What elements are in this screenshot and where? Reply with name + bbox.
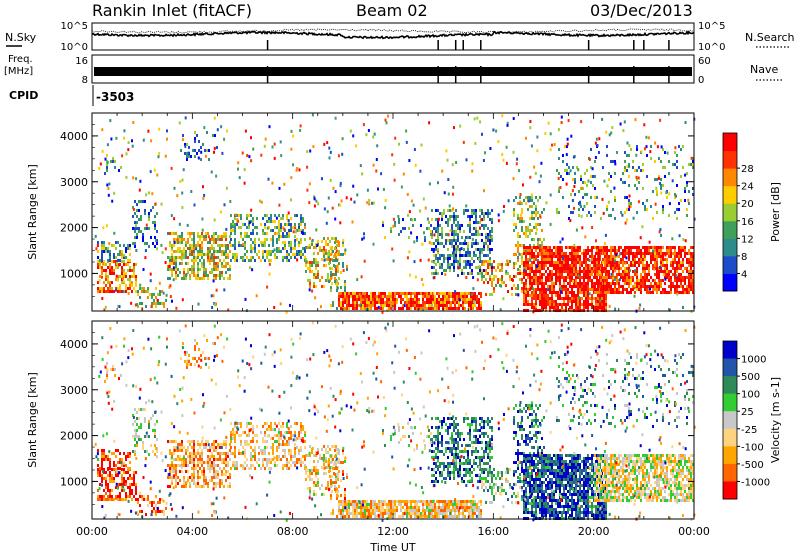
power-panel-colorbar-seg-4 bbox=[723, 203, 737, 222]
nsearch-label: N.Search bbox=[745, 31, 795, 44]
velocity-panel-colorbar-seg-0 bbox=[723, 341, 737, 360]
velocity-panel-colorbar-label: Velocity [m s-1] bbox=[769, 377, 782, 463]
velocity-panel-colorbar-seg-3 bbox=[723, 393, 737, 412]
velocity-panel-colorbar-tick-6: -500 bbox=[741, 460, 764, 471]
cpid-label: CPID bbox=[9, 89, 39, 102]
power-panel-colorbar-seg-8 bbox=[723, 133, 737, 152]
noise-left-tick-hi: 10^5 bbox=[61, 21, 88, 32]
x-axis-label: Time UT bbox=[369, 541, 415, 554]
cpid-value: -3503 bbox=[96, 90, 135, 104]
mhz-label: [MHz] bbox=[4, 66, 34, 77]
velocity-panel-cells bbox=[94, 321, 696, 522]
velocity-panel-colorbar-tick-5: -100 bbox=[741, 442, 764, 453]
power-panel-ytick-label-0: 1000 bbox=[60, 267, 88, 280]
power-panel-colorbar-tick-6: 28 bbox=[741, 164, 754, 175]
power-panel-colorbar-label: Power [dB] bbox=[769, 182, 782, 242]
noise-panel-frame bbox=[91, 22, 695, 51]
x-tick-label-1: 04:00 bbox=[176, 525, 208, 538]
x-tick-label-4: 16:00 bbox=[477, 525, 509, 538]
power-panel-colorbar-tick-2: 12 bbox=[741, 234, 754, 245]
freq-panel-frame bbox=[91, 54, 695, 84]
power-panel-colorbar-seg-5 bbox=[723, 185, 737, 204]
power-panel-colorbar-tick-0: 4 bbox=[741, 269, 747, 280]
freq-series-band bbox=[94, 67, 692, 76]
station-title: Rankin Inlet (fitACF) bbox=[92, 1, 253, 20]
power-panel-colorbar-tick-5: 24 bbox=[741, 182, 754, 193]
noise-right-tick-lo: 10^0 bbox=[698, 42, 725, 53]
text-layer: 10^5 10^0 10^5 10^0 16 8 60 0 1000 2000 3000 4000 Sl… bbox=[6, 21, 790, 554]
power-panel-colorbar-seg-6 bbox=[723, 168, 737, 187]
nave-label: Nave bbox=[750, 63, 779, 76]
power-panel-colorbar-frame bbox=[722, 132, 738, 292]
beam-title: Beam 02 bbox=[356, 1, 428, 20]
velocity-panel-ylabel: Slant Range [km] bbox=[26, 372, 39, 468]
velocity-panel-colorbar-seg-4 bbox=[723, 411, 737, 430]
power-panel-colorbar-tick-1: 8 bbox=[741, 252, 747, 263]
frames-layer bbox=[91, 22, 740, 520]
power-panel-colorbar-seg-0 bbox=[723, 273, 737, 292]
velocity-panel-colorbar-frame bbox=[722, 340, 738, 500]
velocity-panel-ytick-label-0: 1000 bbox=[60, 475, 88, 488]
velocity-panel-colorbar-tick-7: -1000 bbox=[741, 477, 770, 488]
x-tick-label-6: 00:00 bbox=[678, 525, 710, 538]
velocity-panel-colorbar-tick-1: 500 bbox=[741, 372, 760, 383]
date-title: 03/Dec/2013 bbox=[590, 1, 693, 20]
x-tick-label-5: 20:00 bbox=[578, 525, 610, 538]
x-tick-label-3: 12:00 bbox=[377, 525, 409, 538]
nsearch-series-line bbox=[91, 28, 695, 34]
velocity-panel-ytick-label-2: 3000 bbox=[60, 384, 88, 397]
velocity-panel-colorbar-tick-4: -25 bbox=[741, 425, 757, 436]
velocity-panel-ytick-label-1: 2000 bbox=[60, 430, 88, 443]
freq-right-tick-lo: 0 bbox=[698, 75, 704, 86]
velocity-panel-colorbar-seg-2 bbox=[723, 376, 737, 395]
velocity-panel-colorbar-seg-5 bbox=[723, 428, 737, 447]
power-panel-ylabel: Slant Range [km] bbox=[26, 164, 39, 260]
x-tick-label-2: 08:00 bbox=[277, 525, 309, 538]
power-panel-ytick-label-2: 3000 bbox=[60, 176, 88, 189]
power-panel-colorbar-seg-7 bbox=[723, 150, 737, 169]
noise-right-tick-hi: 10^5 bbox=[698, 21, 725, 32]
noise-left-tick-lo: 10^0 bbox=[61, 42, 88, 53]
velocity-panel-colorbar-seg-1 bbox=[723, 358, 737, 377]
freq-label: Freq. bbox=[8, 54, 33, 65]
power-panel-colorbar-tick-4: 20 bbox=[741, 199, 754, 210]
velocity-panel-colorbar-seg-6 bbox=[723, 446, 737, 465]
velocity-panel-colorbar-tick-3: 25 bbox=[741, 407, 754, 418]
freq-left-tick-lo: 8 bbox=[82, 75, 88, 86]
power-panel-ytick-label-1: 2000 bbox=[60, 222, 88, 235]
power-panel-colorbar-tick-3: 16 bbox=[741, 217, 754, 228]
freq-left-tick-hi: 16 bbox=[75, 56, 88, 67]
velocity-panel-colorbar-seg-8 bbox=[723, 481, 737, 500]
power-panel-cells bbox=[94, 113, 696, 314]
power-panel-colorbar-seg-2 bbox=[723, 238, 737, 257]
power-panel-ytick-label-3: 4000 bbox=[60, 130, 88, 143]
x-tick-label-0: 00:00 bbox=[76, 525, 108, 538]
velocity-panel-colorbar-tick-0: 1000 bbox=[741, 355, 766, 366]
power-panel-colorbar-seg-1 bbox=[723, 255, 737, 274]
nsky-series-line bbox=[91, 30, 695, 40]
velocity-panel-colorbar-seg-7 bbox=[723, 463, 737, 482]
velocity-panel-colorbar-tick-2: 100 bbox=[741, 390, 760, 401]
power-panel-colorbar-seg-3 bbox=[723, 220, 737, 239]
data-layer bbox=[91, 28, 696, 522]
freq-right-tick-hi: 60 bbox=[698, 56, 711, 67]
velocity-panel-ytick-label-3: 4000 bbox=[60, 338, 88, 351]
nsky-label: N.Sky bbox=[5, 31, 37, 44]
